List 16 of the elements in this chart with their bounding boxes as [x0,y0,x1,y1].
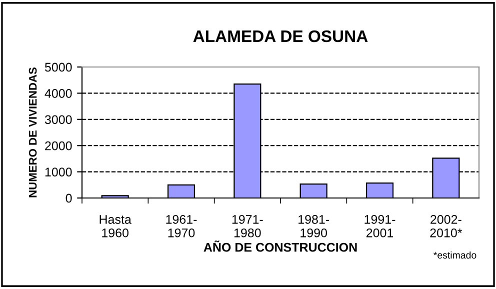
y-axis-title: NUMERO DE VIVIENDAS [28,67,37,198]
chart-title: ALAMEDA DE OSUNA [193,30,368,42]
y-tick-label: 1000 [45,168,72,176]
y-tick-label: 5000 [44,62,72,72]
text: *estimado [434,251,476,259]
x-tick-label: 2002- 2010* [430,214,462,238]
x-tick-label: 1971- 1980 [232,214,263,238]
x-tick-label: Hasta 1960 [100,215,132,238]
y-tick-label: 4000 [44,89,72,98]
y-tick-label: 2000 [45,141,72,150]
x-tick-label: 1961- 1970 [166,214,197,238]
x-tick-label: 1981- 1990 [298,214,330,238]
x-tick-label: 1991- 2001 [364,214,396,238]
x-axis-title: AÑO DE CONSTRUCCION [204,240,357,252]
y-tick-label: 0 [66,194,72,203]
y-tick-label: 3000 [44,115,72,124]
